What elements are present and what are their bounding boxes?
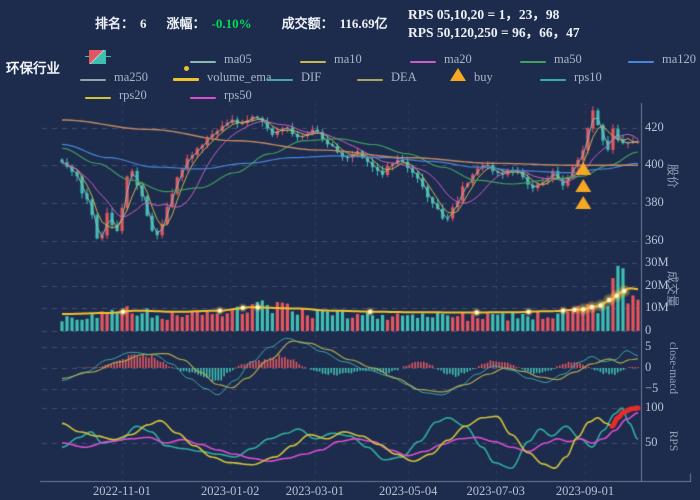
rank-value: 6: [140, 16, 147, 31]
legend-swatch-ma10: [300, 50, 326, 68]
legend-swatch-DEA: [357, 68, 383, 86]
legend-item-ma50: ma50: [520, 51, 582, 67]
legend-item-rps20: rps20: [85, 87, 147, 103]
x-date-label-2023-05-04: 2023-05-04: [379, 484, 438, 498]
sector-title: 环保行业: [6, 61, 60, 76]
ylabel-macd: close-macd: [667, 341, 679, 395]
y-tick-label-volume-20M: 20M: [645, 277, 669, 292]
legend-swatch-ma120: [628, 50, 654, 68]
legend-item-ma250: ma250: [80, 69, 148, 85]
legend-item-volume_ema: volume_ema: [173, 66, 272, 86]
rps-summary: RPS 05,10,20 = 1，23，98 RPS 50,120,250 = …: [408, 6, 580, 42]
x-date-label-2023-03-01: 2023-03-01: [285, 484, 345, 498]
legend-label-rps50: rps50: [224, 87, 252, 102]
legend-item-ma20: ma20: [410, 51, 472, 67]
rank-label: 排名：: [95, 16, 135, 31]
y-tick-label-rps-50: 50: [645, 435, 658, 449]
legend-label-ma50: ma50: [554, 51, 582, 66]
x-date-label-2023-07-03: 2023-07-03: [466, 484, 525, 498]
legend-label-rps10: rps10: [574, 69, 602, 84]
legend-label-ma10: ma10: [334, 51, 362, 66]
change-label: 涨幅：: [166, 16, 206, 31]
legend-swatch-ma05: [190, 50, 216, 68]
y-tick-label-macd-0: 0: [645, 360, 652, 374]
legend-swatch-kline-candlestick-icon: [85, 49, 111, 69]
turnover-label: 成交额：: [281, 16, 334, 31]
ylabel-volume: 成交量: [665, 270, 680, 308]
x-date-label-2023-01-02: 2023-01-02: [201, 484, 260, 498]
legend-label-rps20: rps20: [119, 87, 147, 102]
y-tick-label-volume-30M: 30M: [645, 255, 669, 270]
y-tick-label-macd-−5: −5: [645, 380, 659, 395]
header-stats: 排名： 6 涨幅： -0.10% 成交额： 116.69亿: [95, 13, 388, 32]
legend-swatch-rps10: [540, 68, 566, 86]
legend-label-buy: buy: [474, 69, 493, 84]
y-tick-label-price-380: 380: [645, 194, 664, 209]
change-value: -0.10%: [211, 16, 252, 31]
legend-item-ma05: ma05: [190, 51, 252, 67]
legend-label-ma20: ma20: [444, 51, 472, 66]
legend-swatch-volume_ema: [173, 66, 199, 86]
legend-swatch-ma20: [410, 50, 436, 68]
legend-item-DEA: DEA: [357, 69, 417, 85]
legend-item-ma120: ma120: [628, 51, 696, 67]
legend-item-ma10: ma10: [300, 51, 362, 67]
legend-item-DIF: DIF: [267, 69, 321, 85]
legend-swatch-rps50: [190, 86, 216, 104]
y-tick-label-volume-0: 0: [645, 323, 652, 337]
y-tick-label-volume-10M: 10M: [645, 300, 669, 315]
legend-item-rps10: rps10: [540, 69, 602, 85]
turnover-value: 116.69亿: [339, 16, 388, 31]
y-tick-label-price-360: 360: [645, 232, 664, 247]
y-tick-label-macd-5: 5: [645, 339, 652, 354]
legend-label-DEA: DEA: [391, 69, 417, 84]
legend-label-ma120: ma120: [662, 51, 697, 66]
legend-label-ma250: ma250: [114, 69, 149, 84]
legend-label-ma05: ma05: [224, 51, 252, 66]
rps-summary-line2: RPS 50,120,250 = 96，66，47: [408, 25, 580, 40]
legend-swatch-DIF: [267, 68, 293, 86]
legend-item-buy: buy: [450, 68, 493, 86]
rps-summary-line1: RPS 05,10,20 = 1，23，98: [408, 7, 560, 22]
legend-label-volume_ema: volume_ema: [207, 69, 272, 84]
legend-item-rps50: rps50: [190, 87, 252, 103]
legend-label-DIF: DIF: [301, 69, 322, 84]
y-tick-label-rps-100: 100: [645, 400, 664, 414]
y-tick-label-price-420: 420: [645, 119, 664, 134]
legend-swatch-ma50: [520, 50, 546, 68]
legend-swatch-rps20: [85, 86, 111, 104]
y-tick-label-price-400: 400: [645, 157, 664, 172]
x-date-label-2023-09-01: 2023-09-01: [555, 484, 615, 498]
legend-item-kline: [85, 49, 111, 69]
ylabel-rps: RPS: [667, 430, 679, 452]
legend-swatch-ma250: [80, 68, 106, 86]
ylabel-price: 股价: [665, 163, 680, 189]
legend-swatch-buy-buy-triangle-icon: [450, 68, 466, 86]
x-date-label-2022-11-01: 2022-11-01: [92, 484, 151, 498]
